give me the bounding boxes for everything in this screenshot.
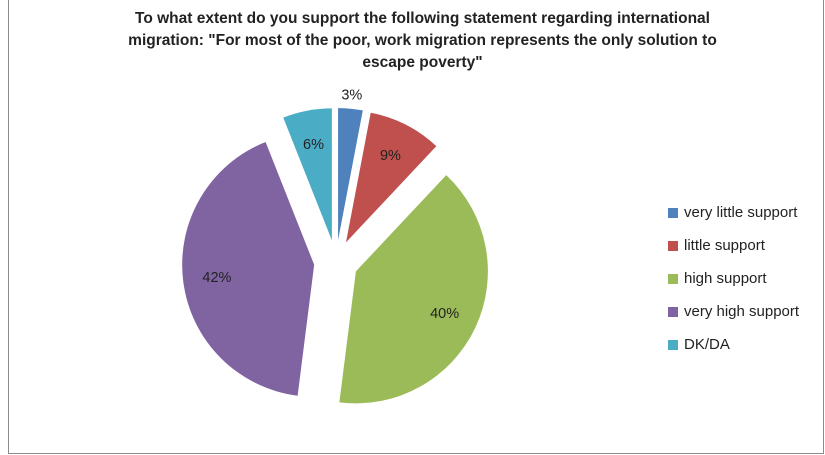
chart-title-line-2: migration: "For most of the poor, work m… — [128, 32, 717, 49]
legend-swatch — [668, 273, 678, 284]
legend-label: little support — [684, 237, 765, 254]
legend-swatch — [668, 306, 678, 317]
data-label-high-support: 40% — [430, 306, 459, 322]
legend-item-very-high-support: very high support — [668, 295, 799, 328]
pie-slice-very-high-support — [182, 142, 315, 396]
legend-swatch — [668, 207, 678, 218]
data-label-very-little-support: 3% — [341, 88, 362, 104]
legend-label: high support — [684, 270, 767, 287]
legend-label: DK/DA — [684, 336, 730, 353]
pie-slice-dk-da — [283, 108, 332, 241]
data-label-little-support: 9% — [380, 148, 401, 164]
legend-item-little-support: little support — [668, 229, 799, 262]
chart-title-line-3: escape poverty" — [362, 54, 483, 71]
pie-slice-high-support — [339, 175, 488, 404]
pie-slice-little-support — [345, 112, 437, 243]
legend: very little support little support high … — [668, 196, 799, 361]
legend-item-very-little-support: very little support — [668, 196, 799, 229]
data-label-dk-da: 6% — [303, 137, 324, 153]
legend-swatch — [668, 339, 678, 350]
chart-title: To what extent do you support the follow… — [90, 8, 755, 74]
chart-title-line-1: To what extent do you support the follow… — [135, 10, 710, 27]
legend-swatch — [668, 240, 678, 251]
legend-label: very little support — [684, 204, 798, 221]
legend-label: very high support — [684, 303, 800, 320]
data-label-very-high-support: 42% — [202, 270, 231, 286]
legend-item-high-support: high support — [668, 262, 799, 295]
pie-slice-very-little-support — [338, 108, 363, 241]
legend-item-dk-da: DK/DA — [668, 328, 799, 361]
